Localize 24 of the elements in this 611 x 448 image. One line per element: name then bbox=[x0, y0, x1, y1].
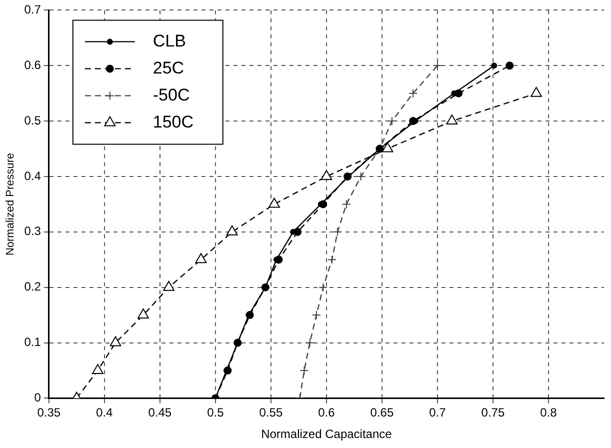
x-axis-title: Normalized Capacitance bbox=[261, 427, 392, 442]
x-tick-label: 0.4 bbox=[96, 406, 114, 420]
legend-label: -50C bbox=[152, 85, 190, 104]
x-tick-label: 0.45 bbox=[148, 406, 172, 420]
legend-label: CLB bbox=[152, 31, 186, 50]
y-tick-label: 0.3 bbox=[24, 224, 42, 238]
y-tick-label: 0.5 bbox=[24, 113, 42, 128]
x-tick-label: 0.5 bbox=[207, 406, 224, 420]
x-tick-label: 0.65 bbox=[370, 406, 394, 420]
x-tick-label: 0.6 bbox=[318, 406, 336, 420]
y-tick-label: 0.7 bbox=[24, 2, 42, 17]
y-tick-label: 0.4 bbox=[24, 168, 42, 183]
x-tick-label: 0.35 bbox=[37, 406, 61, 420]
y-tick-label: 0.6 bbox=[24, 58, 42, 72]
x-tick-label: 0.75 bbox=[481, 406, 505, 420]
x-tick-label: 0.55 bbox=[259, 406, 283, 420]
y-tick-label: 0.1 bbox=[24, 335, 42, 350]
x-tick-label: 0.7 bbox=[429, 406, 446, 420]
legend-label: 150C bbox=[152, 112, 194, 132]
y-tick-label: 0.2 bbox=[24, 280, 42, 294]
y-tick-label: 0 bbox=[34, 390, 42, 405]
x-tick-label: 0.8 bbox=[540, 406, 558, 420]
y-axis-title: Normalized Pressure bbox=[4, 152, 17, 256]
legend-label: 25C bbox=[152, 58, 184, 78]
